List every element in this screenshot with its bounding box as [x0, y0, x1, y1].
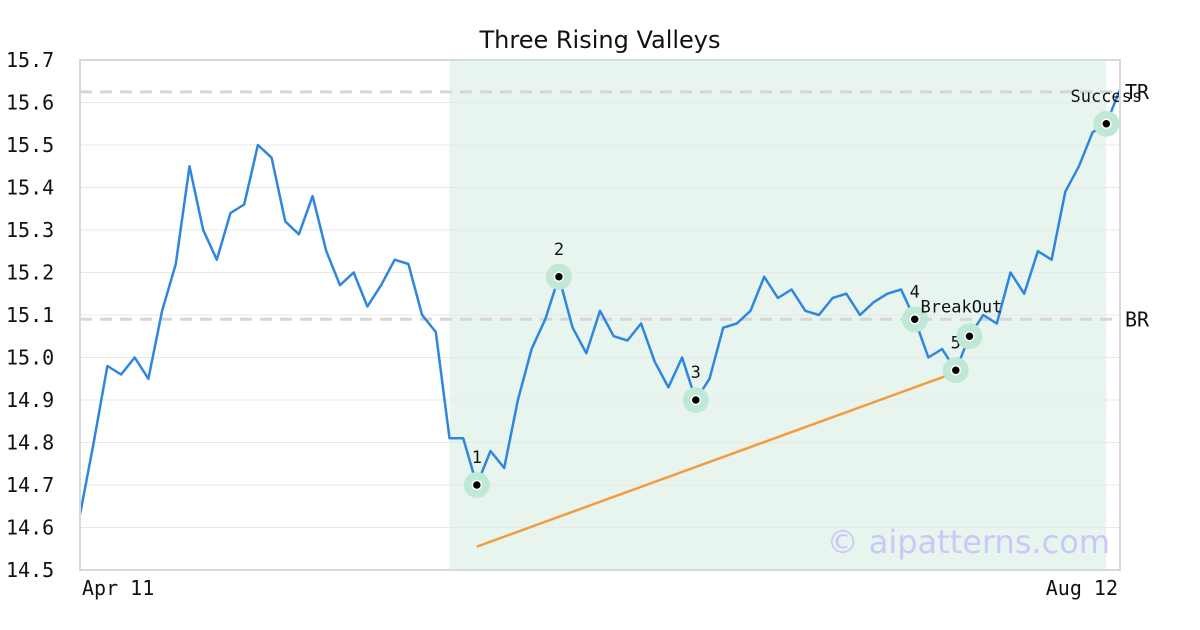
point-label-4: 4	[910, 282, 920, 302]
point-marker-4	[909, 314, 920, 325]
x-tick-end: Aug 12	[1046, 576, 1118, 600]
price-line-layer	[78, 89, 1122, 515]
y-tick-label: 15.1	[6, 303, 54, 327]
point-label-1: 1	[472, 448, 482, 468]
point-marker-1	[471, 479, 483, 491]
y-tick-label: 15.7	[6, 48, 54, 72]
y-tick-label: 15.3	[6, 218, 54, 242]
y-tick-label: 15.0	[6, 346, 54, 370]
y-tick-label: 14.8	[6, 431, 54, 455]
y-tick-label: 15.2	[6, 261, 54, 285]
point-marker-success	[1101, 118, 1112, 129]
price-line	[78, 89, 1122, 515]
y-tick-label: 14.6	[6, 516, 54, 540]
reference-label-tr: TR	[1125, 80, 1150, 104]
trendline-layer	[476, 371, 957, 548]
pattern-points-layer: 1 2 3 4 5 BreakOut Success	[463, 87, 1142, 498]
y-tick-label: 14.7	[6, 473, 54, 497]
y-tick-label: 14.5	[6, 558, 54, 582]
point-label-2: 2	[554, 240, 564, 260]
point-label-3: 3	[691, 363, 701, 383]
point-marker-breakout	[964, 331, 975, 342]
y-tick-label: 14.9	[6, 388, 54, 412]
grid-layer	[80, 59, 1120, 571]
point-label-success: Success	[1070, 87, 1142, 107]
y-tick-label: 15.5	[6, 133, 54, 157]
plot-frame	[79, 59, 1121, 571]
reference-lines-layer: TR BR	[80, 80, 1150, 331]
watermark: © aipatterns.com	[827, 523, 1110, 561]
point-marker-3	[690, 394, 702, 406]
point-marker-2	[553, 271, 565, 282]
y-axis-ticks: 14.5 14.6 14.7 14.8 14.9 15.0 15.1 15.2 15.3 15.4…	[6, 48, 54, 582]
y-tick-label: 15.4	[6, 176, 54, 200]
reference-label-br: BR	[1125, 307, 1150, 331]
trendline	[476, 371, 957, 548]
point-marker-5	[950, 365, 962, 376]
x-tick-start: Apr 11	[82, 576, 154, 600]
y-tick-label: 15.6	[6, 91, 54, 115]
chart-title: Three Rising Valleys	[478, 26, 720, 54]
point-label-breakout: BreakOut	[921, 297, 1003, 317]
point-label-5: 5	[951, 333, 961, 353]
